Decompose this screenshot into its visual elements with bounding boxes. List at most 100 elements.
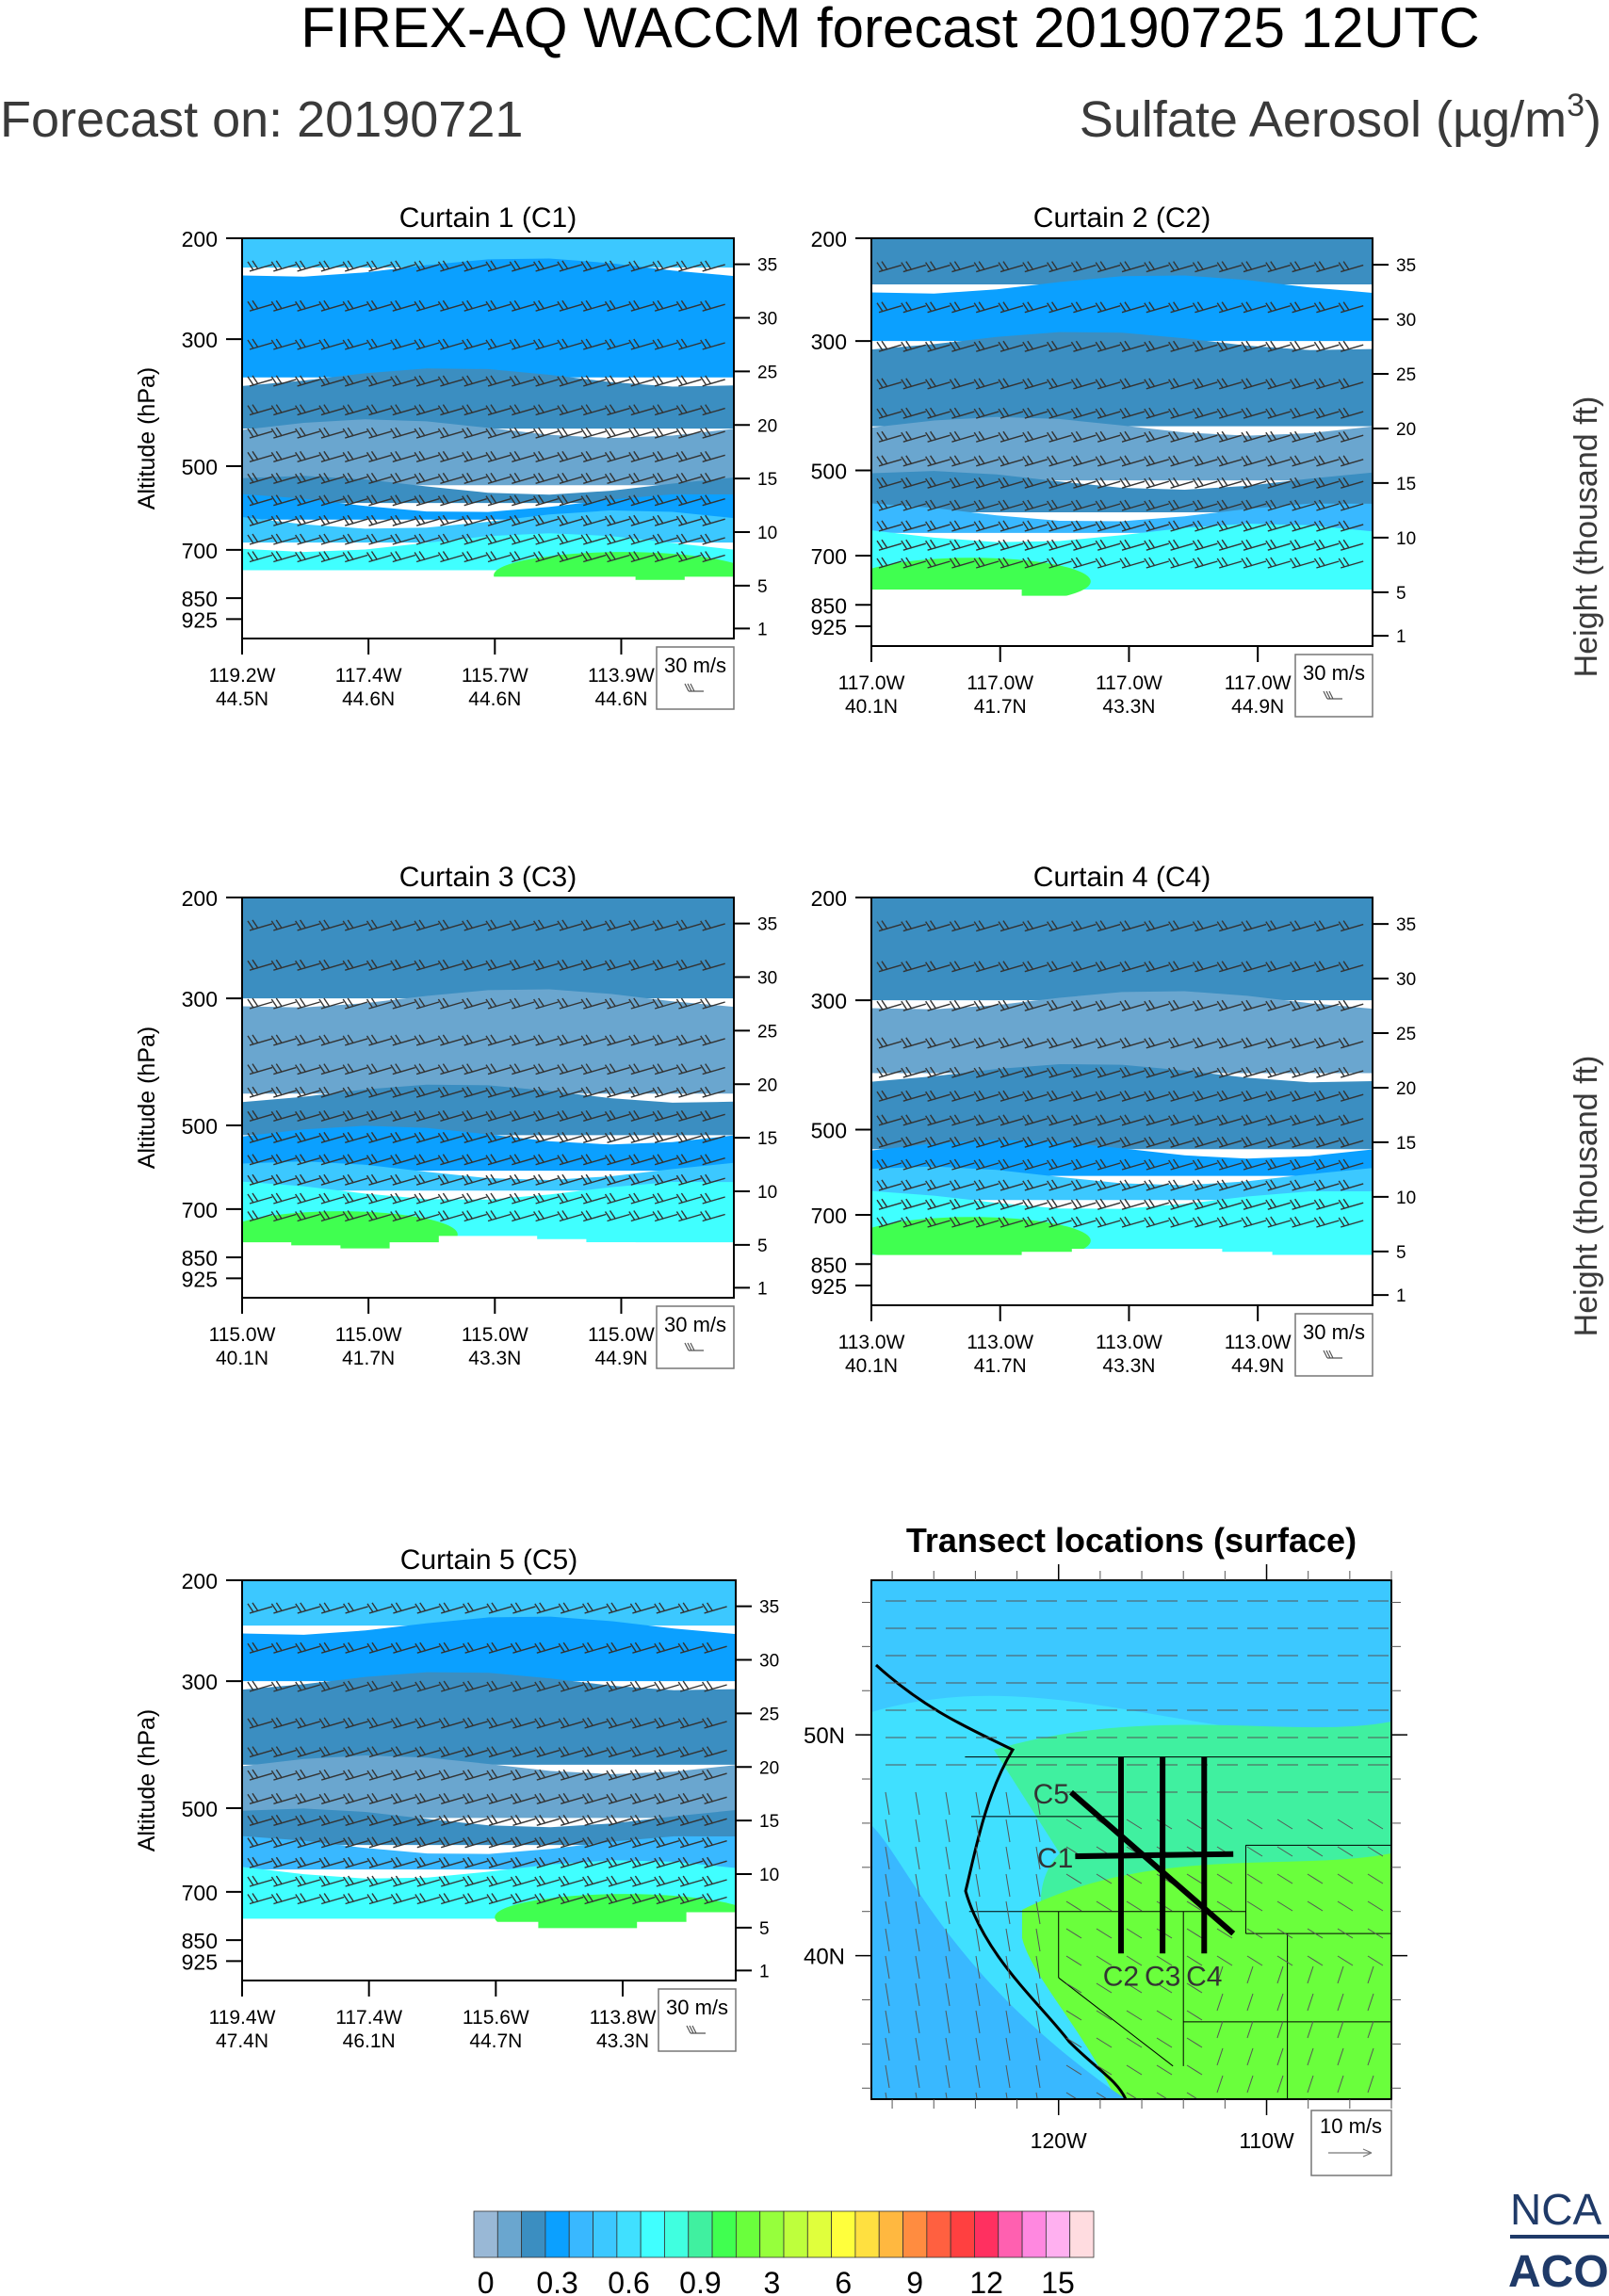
transect-label-c1: C1	[1037, 1843, 1073, 1874]
wind-barb	[606, 1602, 632, 1614]
wind-barb	[1119, 920, 1146, 932]
wind-barb	[675, 338, 702, 350]
wind-barb	[702, 1875, 727, 1887]
wind-barb	[1168, 1179, 1194, 1191]
wind-barb	[557, 533, 583, 545]
wind-barb	[1144, 455, 1169, 467]
wind-barb	[366, 1856, 393, 1868]
wind-barb	[485, 1154, 512, 1166]
wind-key-barb-icon	[684, 683, 704, 692]
wind-arrow	[915, 1955, 920, 1980]
wind-barb	[366, 1086, 392, 1098]
wind-arrow	[915, 1873, 920, 1898]
wind-barb	[654, 1769, 679, 1781]
wind-barb	[534, 1856, 560, 1868]
wind-barb	[998, 378, 1024, 390]
wind-arrow	[885, 1928, 890, 1952]
wind-barb	[901, 261, 926, 273]
wind-barb	[652, 1063, 678, 1075]
wind-barb	[925, 1136, 951, 1148]
wind-barb	[628, 959, 654, 971]
wind-barb	[557, 404, 583, 416]
wind-barb	[582, 1792, 608, 1804]
wind-barb	[437, 1109, 463, 1122]
wind-arrow	[885, 1791, 890, 1816]
wind-barb	[270, 338, 297, 350]
wind-barb	[604, 1154, 630, 1166]
wind-barb	[1047, 378, 1072, 390]
wind-barb	[606, 1836, 632, 1849]
wind-barb	[1265, 407, 1291, 419]
wind-barb	[925, 1090, 951, 1102]
wind-barb	[414, 494, 440, 507]
wind-barb	[628, 494, 654, 507]
wind-barb	[1265, 1198, 1291, 1210]
wind-barb	[270, 1210, 297, 1222]
wind-arrow	[1307, 1955, 1324, 1966]
pressure-tick-label: 700	[811, 1204, 847, 1228]
wind-barb	[702, 1717, 727, 1729]
wind-arrow	[1126, 2092, 1139, 2099]
height-tick-label: 30	[1396, 970, 1416, 990]
wind-barb	[1216, 261, 1243, 273]
wind-barb	[1192, 920, 1218, 932]
height-tick-label: 5	[759, 1919, 770, 1939]
wind-barb	[247, 1210, 273, 1222]
wind-barb	[534, 1717, 560, 1729]
wind-barb	[462, 1154, 487, 1166]
wind-barb	[438, 1769, 464, 1781]
height-tick-label: 15	[759, 1812, 779, 1832]
wind-barb	[534, 1680, 560, 1692]
wind-arrow	[1367, 1965, 1374, 1984]
wind-barb	[366, 1192, 392, 1205]
wind-arrow	[1005, 1873, 1011, 1898]
wind-barb	[366, 1210, 392, 1222]
wind-barb	[580, 338, 607, 350]
wind-barb	[318, 1173, 345, 1186]
wind-barb	[1168, 499, 1194, 511]
wind-barb	[1070, 1090, 1097, 1102]
wind-barb	[582, 1641, 608, 1654]
wind-barb	[366, 260, 392, 272]
wind-arrow	[1246, 2047, 1254, 2066]
right-axis-label-row1: Height (thousand ft)	[1568, 396, 1604, 678]
wind-barb	[998, 1114, 1024, 1126]
wind-barb	[1047, 301, 1072, 314]
wind-barb	[973, 1066, 1000, 1078]
wind-barb	[1070, 557, 1097, 569]
wind-barb	[675, 404, 702, 416]
wind-barb	[270, 997, 297, 1010]
wind-barb	[295, 450, 320, 462]
wind-arrow	[1276, 1846, 1293, 1857]
wind-barb	[1119, 340, 1146, 352]
map-region-ocean	[871, 1825, 1126, 2099]
wind-barb	[1290, 1066, 1315, 1078]
wind-barb	[557, 919, 583, 931]
wind-barb	[270, 1154, 297, 1166]
wind-arrow	[1156, 1982, 1173, 1994]
wind-barb	[1095, 1158, 1121, 1171]
wind-barb	[1290, 261, 1315, 273]
wind-barb	[485, 514, 512, 526]
height-tick-label: 1	[757, 1279, 768, 1299]
colorbar-swatch	[664, 2210, 690, 2258]
wind-barb	[628, 375, 654, 387]
x-tick-lat: 41.7N	[974, 696, 1027, 718]
wind-barb	[604, 427, 630, 439]
wind-barb	[1290, 1136, 1315, 1148]
wind-barb	[318, 472, 345, 484]
wind-barb	[390, 1893, 416, 1905]
wind-barb	[628, 551, 654, 563]
wind-barb	[998, 1198, 1024, 1210]
wind-barb	[901, 520, 926, 532]
wind-barb	[295, 1717, 320, 1729]
wind-barb	[949, 477, 975, 489]
wind-barb	[1241, 301, 1267, 314]
wind-barb	[462, 1131, 487, 1143]
wind-barb	[343, 1602, 368, 1614]
wind-barb	[700, 1173, 725, 1186]
wind-barb	[604, 404, 630, 416]
wind-arrow	[1065, 2037, 1082, 2048]
wind-barb	[677, 1836, 704, 1849]
logo-line2: ACO	[1508, 2247, 1609, 2296]
